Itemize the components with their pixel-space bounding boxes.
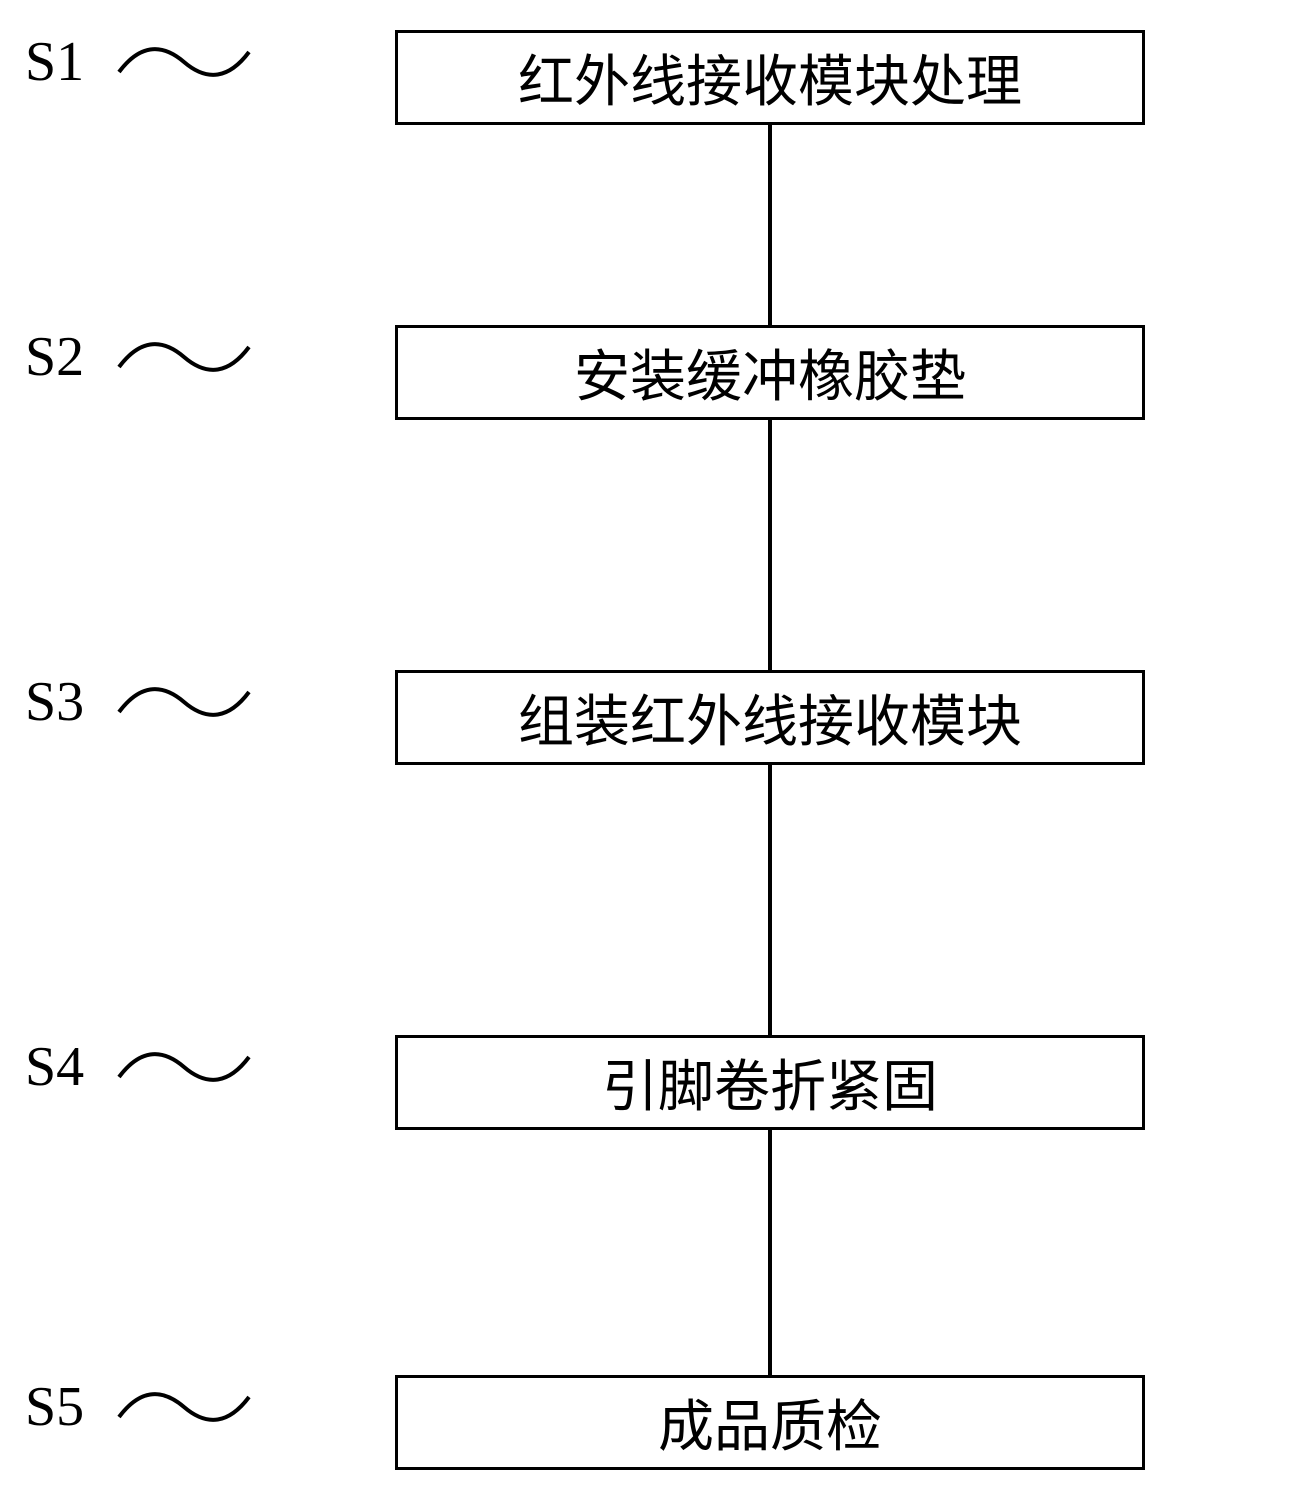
step-label-s3: S3	[25, 670, 84, 734]
connector-3	[768, 765, 772, 1035]
tilde-icon	[114, 37, 254, 87]
step-label-s2: S2	[25, 325, 84, 389]
tilde-icon	[114, 1382, 254, 1432]
step-text-s4: 引脚卷折紧固	[602, 1042, 938, 1123]
step-row-s4: S4	[25, 1035, 284, 1099]
step-text-s1: 红外线接收模块处理	[518, 37, 1022, 118]
connector-4	[768, 1130, 772, 1375]
step-row-s2: S2	[25, 325, 284, 389]
connector-1	[768, 125, 772, 325]
step-box-s5: 成品质检	[395, 1375, 1145, 1470]
step-row-s3: S3	[25, 670, 284, 734]
step-box-s3: 组装红外线接收模块	[395, 670, 1145, 765]
step-row-s5: S5	[25, 1375, 284, 1439]
step-label-s5: S5	[25, 1375, 84, 1439]
step-label-s1: S1	[25, 30, 84, 94]
step-box-s2: 安装缓冲橡胶垫	[395, 325, 1145, 420]
tilde-icon	[114, 677, 254, 727]
step-box-s4: 引脚卷折紧固	[395, 1035, 1145, 1130]
step-text-s5: 成品质检	[658, 1382, 882, 1463]
flowchart-container: S1 红外线接收模块处理 S2 安装缓冲橡胶垫 S3 组装红外线接收模块	[0, 0, 1315, 1502]
step-label-s4: S4	[25, 1035, 84, 1099]
tilde-icon	[114, 1042, 254, 1092]
connector-2	[768, 420, 772, 670]
step-box-s1: 红外线接收模块处理	[395, 30, 1145, 125]
step-row-s1: S1	[25, 30, 284, 94]
step-text-s2: 安装缓冲橡胶垫	[574, 332, 966, 413]
tilde-icon	[114, 332, 254, 382]
step-text-s3: 组装红外线接收模块	[518, 677, 1022, 758]
